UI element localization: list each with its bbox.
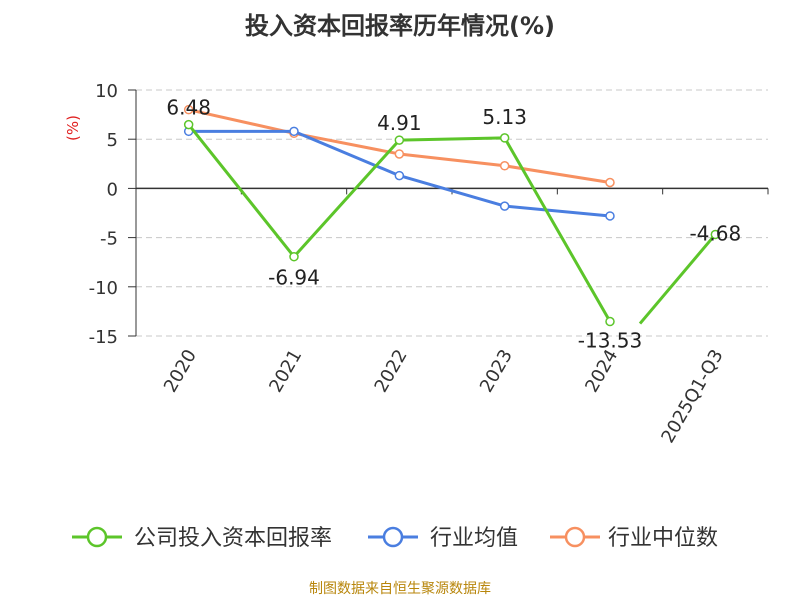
y-tick-label: 5 — [107, 130, 118, 151]
data-point-industry-median — [499, 161, 510, 171]
data-point-industry-mean — [289, 126, 299, 137]
chart-title: 投入资本回报率历年情况(%) — [245, 12, 555, 40]
x-tick-label: 2022 — [371, 346, 412, 396]
data-label: -6.94 — [268, 266, 320, 290]
x-tick-label: 2021 — [265, 346, 306, 396]
data-point-industry-median — [605, 177, 615, 188]
data-label: 6.48 — [166, 96, 211, 120]
legend-marker — [382, 526, 404, 548]
x-tick-label: 2025Q1-Q3 — [657, 346, 727, 447]
data-label: 5.13 — [482, 105, 527, 129]
data-point-industry-mean — [499, 201, 510, 211]
data-point-industry-mean — [605, 211, 615, 221]
data-label: -4.68 — [689, 221, 741, 245]
y-tick-label: 0 — [107, 179, 118, 200]
y-tick-label: 10 — [95, 81, 118, 102]
legend-label: 公司投入资本回报率 — [134, 526, 332, 551]
y-tick-label: -10 — [89, 278, 118, 299]
y-tick-label: -5 — [100, 229, 118, 250]
x-tick-label: 2024 — [581, 346, 622, 396]
legend-label: 行业均值 — [430, 526, 518, 551]
data-label: -13.53 — [578, 329, 642, 353]
data-point-company — [710, 229, 721, 240]
legend-marker — [86, 526, 108, 548]
y-tick-label: -15 — [89, 327, 118, 348]
data-point-company — [499, 133, 510, 143]
legend-marker — [564, 526, 586, 548]
data-point-industry-median — [183, 104, 194, 115]
data-label: 4.91 — [377, 111, 422, 135]
x-tick-label: 2023 — [476, 346, 517, 396]
x-tick-label: 2020 — [160, 346, 201, 396]
series-line-company — [638, 233, 717, 325]
data-point-company — [605, 316, 615, 327]
data-point-company — [183, 119, 194, 130]
y-axis-label: (%) — [64, 115, 82, 141]
data-point-company — [289, 251, 299, 262]
data-point-industry-median — [394, 149, 405, 159]
data-source-note: 制图数据来自恒生聚源数据库 — [309, 581, 491, 597]
data-point-company — [394, 135, 405, 145]
data-point-industry-mean — [394, 170, 405, 181]
legend-label: 行业中位数 — [608, 526, 718, 551]
